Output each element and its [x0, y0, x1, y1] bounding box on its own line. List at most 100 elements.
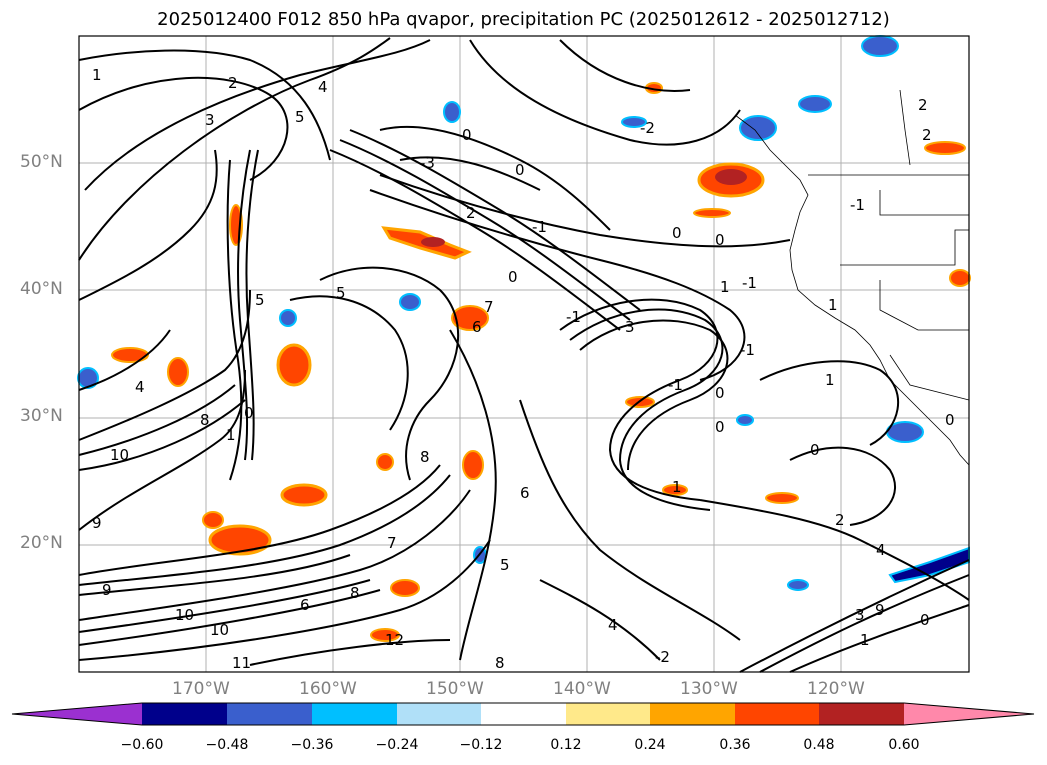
- lat-label: 40°N: [20, 279, 63, 299]
- contour-line: [78, 149, 218, 301]
- contour-label: 3: [205, 111, 215, 129]
- contour-line: [78, 539, 491, 661]
- contour-label: 0: [810, 441, 820, 459]
- contour-line: [469, 39, 741, 146]
- colorbar-bin: [481, 703, 566, 725]
- colorbar-bin: [227, 703, 312, 725]
- figure-title: 2025012400 F012 850 hPa qvapor, precipit…: [157, 9, 890, 30]
- contour-label: 1: [226, 426, 236, 444]
- border-line: [879, 190, 969, 216]
- contour-label: 5: [295, 108, 305, 126]
- precip-blob-core: [715, 169, 747, 185]
- contour-label: -1: [566, 308, 581, 326]
- contour-label: 6: [520, 484, 530, 502]
- precip-blob: [208, 524, 272, 556]
- contour-label: 12: [385, 631, 404, 649]
- colorbar-extend-high: [904, 703, 1034, 725]
- contour-line: [78, 474, 451, 586]
- colorbar-tick-label: 0.12: [550, 737, 582, 753]
- precip-blob: [376, 453, 394, 471]
- colorbar-tick-label: 0.24: [634, 737, 666, 753]
- lon-label: 170°W: [172, 679, 230, 699]
- colorbar-tick-label: −0.12: [459, 737, 503, 753]
- precip-blob: [202, 511, 224, 529]
- border-line: [889, 354, 970, 401]
- contour-line: [78, 589, 381, 646]
- contour-label: 7: [387, 534, 397, 552]
- colorbar-bin: [819, 703, 904, 725]
- contour-label: 8: [420, 448, 430, 466]
- map-background: [79, 36, 969, 672]
- contour-label: 1: [825, 371, 835, 389]
- contour-label: 2: [918, 96, 928, 114]
- lon-label: 120°W: [807, 679, 865, 699]
- contour-label: 4: [318, 78, 328, 96]
- contour-label: 0: [715, 231, 725, 249]
- colorbar-bin: [312, 703, 397, 725]
- coastline-path: [734, 114, 970, 466]
- contour-label: 1: [92, 66, 102, 84]
- contour-label: 0: [462, 126, 472, 144]
- precip-blob: [280, 483, 328, 507]
- contour-label: -1: [532, 218, 547, 236]
- map-frame: [78, 35, 970, 673]
- contour-label: 8: [350, 584, 360, 602]
- colorbar-tick-label: 0.60: [888, 737, 920, 753]
- colorbar-tick-label: −0.48: [205, 737, 249, 753]
- contour-label: 0: [715, 418, 725, 436]
- contour-label: -1: [740, 341, 755, 359]
- contour-line: [78, 579, 371, 633]
- contour-line: [78, 76, 289, 181]
- contour-label: 1: [828, 296, 838, 314]
- contour-label: 8: [495, 654, 505, 672]
- colorbar-tick-label: 0.48: [803, 737, 835, 753]
- contour-line: [84, 39, 431, 191]
- contour-label: -3: [420, 154, 435, 172]
- precip-neg-blob: [736, 414, 754, 426]
- contour-line: [569, 308, 724, 511]
- contour-label: 0: [715, 384, 725, 402]
- contour-label: 4: [608, 616, 618, 634]
- contour-label: 2: [466, 204, 476, 222]
- contour-line: [78, 369, 246, 531]
- colorbar-bin: [735, 703, 819, 725]
- contour-line: [78, 384, 236, 456]
- contour-line: [759, 360, 899, 446]
- precip-blob: [451, 305, 489, 331]
- colorbar-outline: [11, 702, 1035, 726]
- contour-line: [78, 489, 471, 621]
- contour-label: 5: [255, 291, 265, 309]
- precip-blob: [462, 450, 484, 480]
- contour-label: 5: [336, 284, 346, 302]
- contour-line: [559, 298, 719, 501]
- contour-label: 2: [835, 511, 845, 529]
- contour-label: 3: [625, 318, 635, 336]
- qvapor-contours: [78, 37, 970, 673]
- contour-label: 6: [472, 318, 482, 336]
- contour-label: 6: [300, 596, 310, 614]
- contour-label: 4: [876, 541, 886, 559]
- contour-label: 1: [720, 278, 730, 296]
- colorbar-tick-label: −0.60: [120, 737, 164, 753]
- contour-line: [739, 559, 970, 673]
- contour-label: 3: [855, 606, 865, 624]
- precip-neg-blob: [621, 116, 647, 128]
- lat-label: 30°N: [20, 406, 63, 426]
- contour-line: [78, 37, 391, 261]
- lon-label: 130°W: [680, 679, 738, 699]
- contour-line: [78, 289, 251, 441]
- contour-line: [379, 125, 611, 231]
- lon-label: 150°W: [426, 679, 484, 699]
- precip-blob-core: [421, 237, 445, 247]
- precip-neg-blob: [279, 309, 297, 327]
- precip-blob: [111, 347, 149, 363]
- lon-label: 140°W: [553, 679, 611, 699]
- contour-line: [237, 149, 251, 461]
- contour-label: 10: [110, 446, 129, 464]
- contour-label: 1: [672, 478, 682, 496]
- contour-line: [539, 579, 661, 661]
- contour-label: 11: [232, 654, 251, 672]
- contour-line: [369, 189, 746, 381]
- precip-neg-blob: [399, 293, 421, 311]
- contour-label: 2: [922, 126, 932, 144]
